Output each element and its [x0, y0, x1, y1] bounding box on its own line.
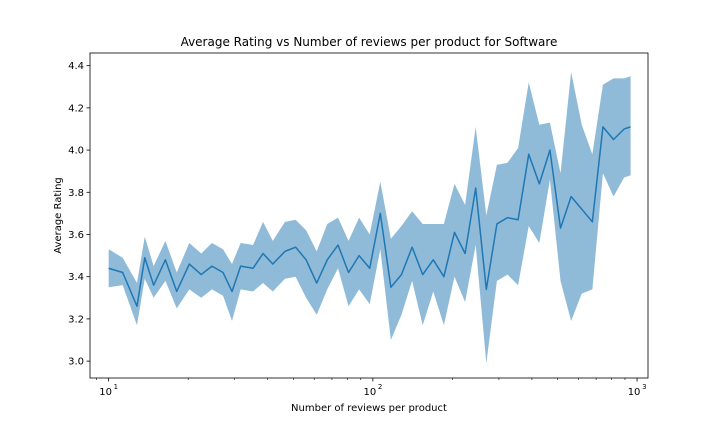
x-tick-label: 10 — [363, 387, 376, 398]
x-tick-exponent: 1 — [114, 383, 118, 391]
y-axis-label: Average Rating — [53, 177, 64, 253]
plot-frame — [89, 52, 649, 379]
y-tick-label: 4.2 — [68, 103, 84, 114]
y-tick-label: 3.6 — [68, 230, 84, 241]
y-tick-label: 3.4 — [68, 272, 84, 283]
y-tick-label: 3.2 — [68, 314, 84, 325]
y-tick-label: 3.0 — [68, 357, 84, 368]
x-tick-label: 10 — [99, 387, 112, 398]
x-tick-label: 10 — [628, 387, 641, 398]
x-tick-exponent: 3 — [642, 383, 646, 391]
mean-line-layer — [108, 126, 631, 307]
y-tick-label: 4.4 — [68, 61, 84, 72]
x-tick-exponent: 2 — [378, 383, 382, 391]
confidence-band — [108, 71, 631, 364]
y-tick-label: 3.8 — [68, 188, 84, 199]
x-axis-label: Number of reviews per product — [291, 403, 447, 414]
confidence-band-layer — [108, 71, 631, 364]
y-tick-label: 4.0 — [68, 146, 84, 157]
mean-rating-line — [108, 126, 631, 307]
x-axis: 10 1 10 2 10 3 — [96, 378, 647, 398]
chart-title: Average Rating vs Number of reviews per … — [181, 35, 558, 49]
y-axis: 3.0 3.2 3.4 3.6 3.8 4.0 4.2 4.4 — [68, 61, 90, 368]
